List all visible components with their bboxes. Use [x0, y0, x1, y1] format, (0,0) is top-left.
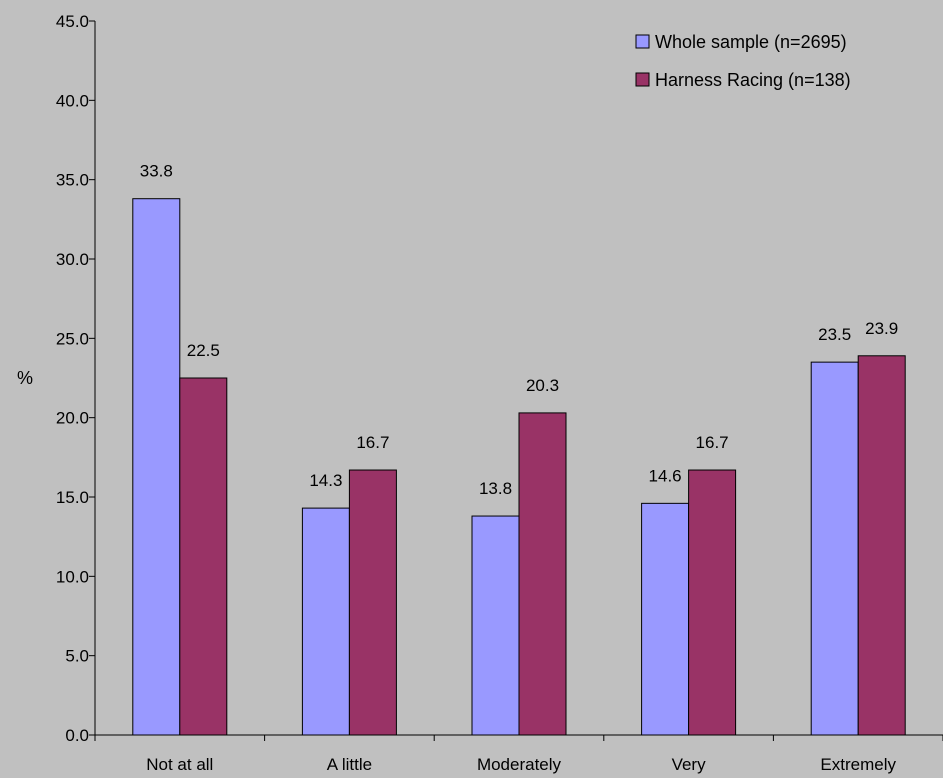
bar [301, 507, 350, 736]
y-axis: 0.0 5.0 10.0 15.0 20.0 25.0 30.0 35.0 40.0 45.0 [56, 12, 96, 745]
x-category-label: Moderately [477, 755, 562, 774]
legend-swatch [635, 72, 650, 87]
bar [179, 377, 228, 736]
legend: Whole sample (n=2695) Harness Racing (n=1… [635, 32, 851, 90]
bar [641, 502, 690, 736]
legend-label: Whole sample (n=2695) [655, 32, 847, 52]
y-tick-label: 0.0 [65, 726, 89, 745]
data-label: 22.5 [187, 341, 220, 360]
bar [132, 198, 181, 736]
x-category-label: Not at all [146, 755, 213, 774]
y-tick-label: 15.0 [56, 488, 89, 507]
bar [688, 469, 737, 736]
x-axis: Not at all A little Moderately Very Extremel… [94, 734, 943, 774]
y-tick-label: 40.0 [56, 91, 89, 110]
y-axis-title: % [17, 368, 33, 388]
y-tick-label: 10.0 [56, 567, 89, 586]
y-tick-label: 20.0 [56, 409, 89, 428]
legend-label: Harness Racing (n=138) [655, 70, 851, 90]
y-tick-label: 30.0 [56, 250, 89, 269]
data-label: 16.7 [356, 433, 389, 452]
data-label: 14.6 [649, 466, 682, 485]
y-tick-label: 35.0 [56, 171, 89, 190]
bar [518, 412, 567, 736]
data-label: 13.8 [479, 479, 512, 498]
x-category-label: A little [327, 755, 372, 774]
bar [471, 515, 520, 736]
data-label: 23.5 [818, 325, 851, 344]
legend-swatch [635, 34, 650, 49]
y-tick-label: 45.0 [56, 12, 89, 31]
x-category-label: Very [672, 755, 707, 774]
data-label: 14.3 [309, 471, 342, 490]
bar [348, 469, 397, 736]
data-label: 33.8 [140, 162, 173, 181]
y-tick-label: 25.0 [56, 329, 89, 348]
data-label: 23.9 [865, 319, 898, 338]
bar [810, 361, 859, 736]
bar [857, 355, 906, 736]
x-category-label: Extremely [820, 755, 896, 774]
bars: 33.8 14.3 13.8 14.6 23.5 22.5 16.7 20.3 16.7 23.9 [132, 162, 906, 736]
data-label: 16.7 [696, 433, 729, 452]
y-tick-label: 5.0 [65, 647, 89, 666]
data-label: 20.3 [526, 376, 559, 395]
